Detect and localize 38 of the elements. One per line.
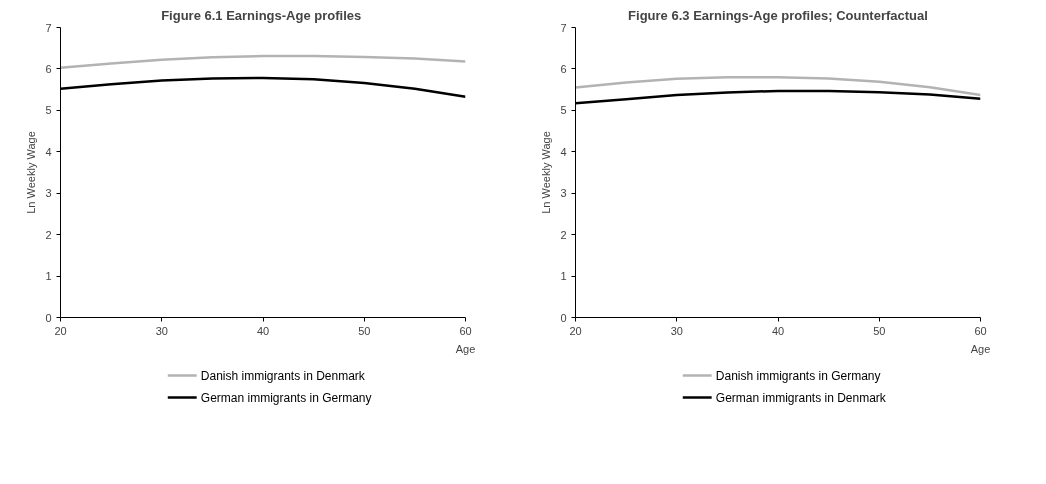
y-tick-label: 4 (560, 145, 567, 158)
y-tick-label: 6 (560, 62, 567, 75)
x-tick-label: 40 (256, 324, 270, 337)
y-tick-label: 4 (45, 145, 52, 158)
y-tick-label: 2 (560, 228, 567, 241)
y-tick-label: 0 (45, 311, 52, 324)
y-axis-title: Ln Weekly Wage (25, 131, 38, 214)
y-tick-label: 7 (560, 21, 567, 34)
y-tick-label: 0 (560, 311, 567, 324)
y-tick-label: 1 (45, 270, 52, 283)
y-tick-label: 7 (45, 21, 52, 34)
y-tick-label: 3 (560, 187, 567, 200)
line-series (60, 54, 466, 69)
y-tick-label: 2 (45, 228, 52, 241)
x-axis-title: Age (455, 342, 476, 355)
x-tick-label: 60 (974, 324, 987, 337)
y-tick-label: 5 (560, 104, 567, 117)
legend-label: Danish immigrants in Denmark (200, 368, 366, 383)
x-tick-label: 50 (873, 324, 886, 337)
y-axis-title: Ln Weekly Wage (540, 131, 553, 214)
y-tick-label: 3 (45, 187, 52, 200)
x-tick-label: 60 (459, 324, 472, 337)
y-tick-label: 6 (45, 62, 52, 75)
x-tick-label: 40 (771, 324, 785, 337)
y-tick-label: 1 (560, 270, 567, 283)
x-tick-label: 30 (670, 324, 683, 337)
legend-label: German immigrants in Germany (200, 390, 372, 405)
x-tick-label: 20 (54, 324, 67, 337)
line-series (575, 75, 981, 97)
x-tick-label: 20 (569, 324, 582, 337)
chart-title: Figure 6.3 Earnings-Age profiles; Counterfactual (628, 7, 928, 23)
legend-label: German immigrants in Denmark (715, 390, 887, 405)
x-tick-label: 50 (358, 324, 371, 337)
x-tick-label: 30 (155, 324, 168, 337)
chart-title: Figure 6.1 Earnings-Age profiles (161, 7, 362, 23)
x-axis-title: Age (970, 342, 991, 355)
legend-label: Danish immigrants in Germany (715, 368, 881, 383)
y-tick-label: 5 (45, 104, 52, 117)
